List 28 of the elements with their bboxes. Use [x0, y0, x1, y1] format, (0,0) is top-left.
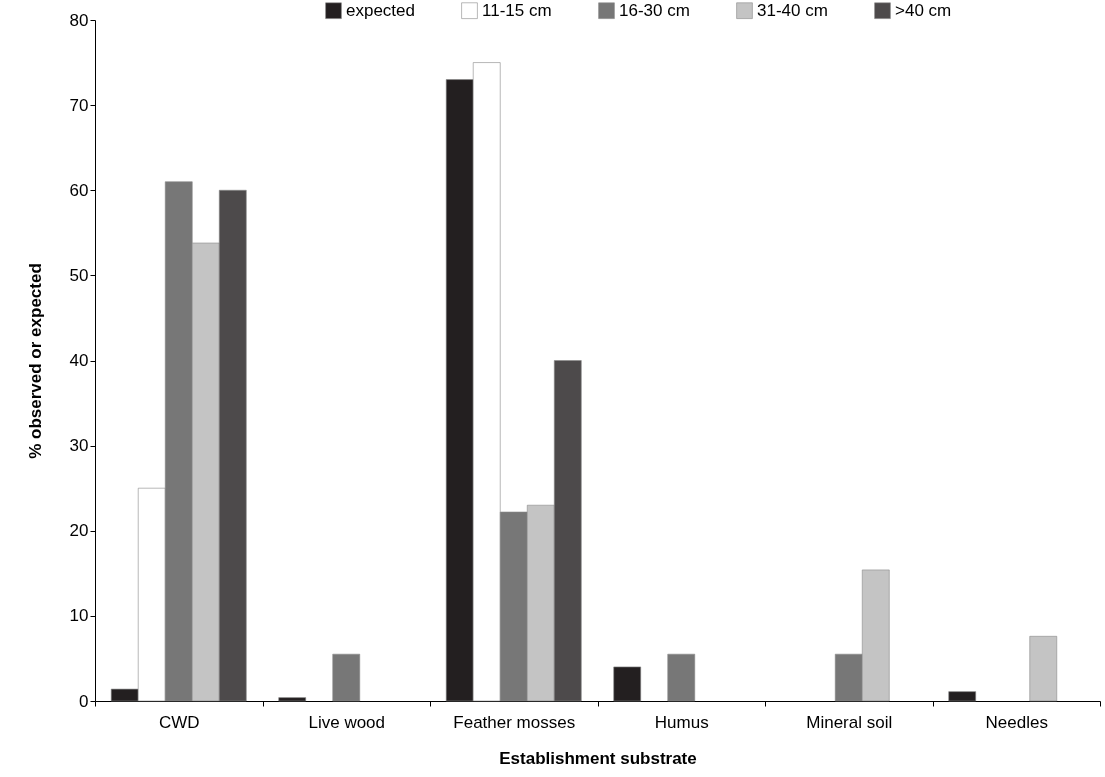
legend-label: 31-40 cm	[757, 0, 828, 20]
legend-label: expected	[346, 0, 415, 20]
y-tick-label: 80	[69, 10, 89, 30]
y-axis-title: % observed or expected	[25, 263, 45, 459]
x-tick-label: Humus	[654, 712, 709, 732]
x-tick-label: Feather mosses	[453, 712, 576, 732]
bar	[332, 653, 361, 702]
x-tick-label: Needles	[985, 712, 1048, 732]
x-tick-label: Mineral soil	[806, 712, 893, 732]
legend-label: 11-15 cm	[482, 0, 552, 20]
y-tick-label: 20	[69, 521, 89, 541]
y-tick-label: 70	[69, 95, 89, 115]
x-tick-label: CWD	[158, 712, 200, 732]
x-axis-title: Establishment substrate	[499, 748, 697, 768]
y-tick-label: 10	[69, 606, 89, 626]
y-tick-label: 60	[69, 180, 89, 200]
x-tick-label: Live wood	[308, 712, 386, 732]
y-tick-label: 40	[69, 351, 89, 370]
bar	[1029, 636, 1058, 702]
legend-label: >40 cm	[895, 0, 952, 20]
bar	[667, 653, 696, 702]
bar	[613, 666, 642, 702]
y-tick-label: 30	[69, 436, 89, 456]
y-tick-label: 0	[79, 691, 89, 711]
legend-label: 16-30 cm	[619, 0, 690, 20]
y-tick-label: 50	[69, 265, 89, 285]
bar	[948, 691, 977, 702]
bar	[278, 697, 307, 702]
